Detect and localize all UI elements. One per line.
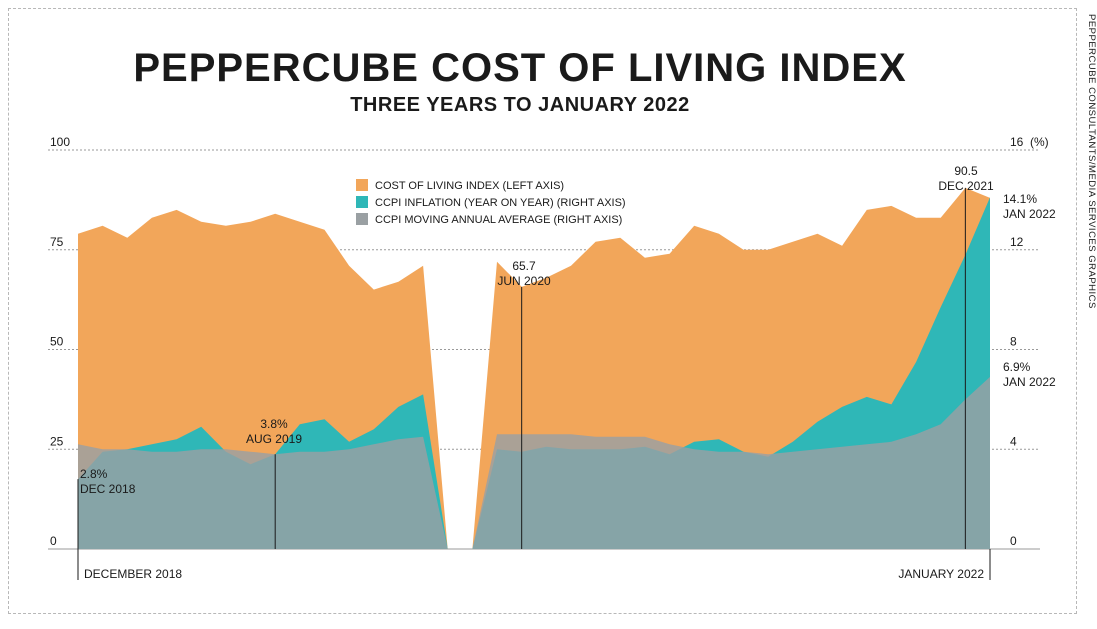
annotation-label: JAN 2022 [1003,207,1056,221]
chart-frame [8,8,1077,614]
right-tick-label: 0 [1010,534,1017,548]
annotation-label: 65.7 [512,259,536,273]
annotation-label: 2.8% [80,467,108,481]
left-tick-label: 100 [50,135,70,149]
annotation-label: AUG 2019 [246,432,302,446]
legend-swatch [356,179,368,191]
annotation-label: DEC 2018 [80,482,136,496]
chart-subtitle: THREE YEARS TO JANUARY 2022 [350,94,690,116]
left-tick-label: 0 [50,534,57,548]
annotation-label: 3.8% [260,417,288,431]
legend-label: COST OF LIVING INDEX (LEFT AXIS) [375,180,564,192]
annotation-label: 90.5 [954,164,978,178]
series-area-3 [78,376,990,549]
left-tick-label: 50 [50,335,64,349]
x-end-label: JANUARY 2022 [898,567,984,581]
right-tick-label: 4 [1010,434,1017,448]
legend-label: CCPI INFLATION (YEAR ON YEAR) (RIGHT AXI… [375,197,626,209]
legend-label: CCPI MOVING ANNUAL AVERAGE (RIGHT AXIS) [375,214,622,226]
right-tick-label: 16 [1010,135,1024,149]
annotation-label: DEC 2021 [938,179,994,193]
left-tick-label: 25 [50,434,64,448]
right-tick-label: 12 [1010,235,1024,249]
annotation-label: JUN 2020 [497,274,551,288]
legend-swatch [356,196,368,208]
chart-title: PEPPERCUBE COST OF LIVING INDEX [133,46,907,90]
annotation-label: 6.9% [1003,360,1031,374]
left-tick-label: 75 [50,235,64,249]
annotation-label: 14.1% [1003,192,1037,206]
graphics-credit: PEPPERCUBE CONSULTANTS/MEDIA SERVICES GR… [1086,14,1097,309]
legend-swatch [356,213,368,225]
right-tick-label: 8 [1010,335,1017,349]
right-axis-unit: (%) [1030,135,1049,149]
annotation-label: JAN 2022 [1003,375,1056,389]
x-start-label: DECEMBER 2018 [84,567,182,581]
